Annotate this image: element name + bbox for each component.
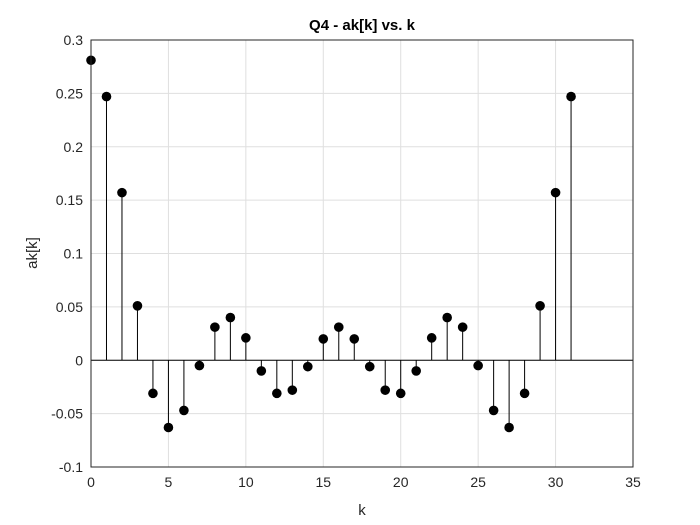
grid	[90, 39, 634, 468]
stem-marker	[194, 360, 205, 371]
stem-marker	[504, 422, 514, 433]
y-tick-label: 0.05	[56, 299, 83, 315]
stem-marker	[426, 333, 437, 343]
x-axis-ticks: 0 5 10 15 20 25 30 35	[87, 474, 641, 490]
y-tick-label: 0.3	[64, 32, 84, 48]
x-tick-label: 5	[165, 474, 173, 490]
x-tick-label: 20	[393, 474, 409, 490]
y-axis-ticks: -0.1 -0.05 0 0.05 0.1 0.15 0.2 0.25 0.3	[51, 32, 83, 475]
stem-marker	[225, 312, 236, 323]
stem-marker	[163, 422, 174, 433]
stem-marker	[380, 385, 391, 395]
stem-marker	[364, 361, 375, 372]
plot-area-frame	[90, 39, 634, 468]
stem-marker	[179, 405, 189, 416]
stem-marker	[272, 388, 282, 399]
y-tick-label: -0.05	[51, 406, 83, 422]
stem-marker	[519, 388, 530, 399]
x-tick-label: 15	[315, 474, 331, 490]
x-tick-label: 35	[625, 474, 641, 490]
stem-marker	[117, 187, 127, 198]
chart-title: Q4 - ak[k] vs. k	[309, 17, 416, 34]
stem-marker	[488, 405, 499, 416]
stem-marker	[411, 366, 422, 376]
stem-marker	[333, 322, 344, 332]
y-tick-label: 0.1	[64, 246, 84, 262]
stem-marker	[132, 301, 143, 311]
stem-marker	[473, 360, 483, 371]
x-axis-label: k	[358, 502, 366, 519]
stem-marker	[241, 333, 251, 343]
stem-marker	[566, 91, 576, 102]
stem-marker	[303, 361, 313, 372]
stem-marker	[535, 301, 545, 311]
stem-marker	[457, 322, 468, 332]
stem-marker	[256, 366, 267, 376]
stem-marker	[442, 312, 452, 323]
stems	[90, 60, 572, 428]
x-tick-label: 10	[238, 474, 254, 490]
x-tick-label: 0	[87, 474, 95, 490]
stem-marker	[349, 334, 360, 344]
x-tick-label: 30	[548, 474, 564, 490]
stem-marker	[318, 334, 329, 344]
y-tick-label: 0.2	[64, 139, 84, 155]
y-tick-label: 0	[75, 352, 83, 368]
stem-marker	[287, 385, 298, 395]
stem-marker	[210, 322, 220, 332]
stem-marker	[148, 388, 158, 399]
y-tick-label: 0.25	[56, 85, 83, 101]
stem-marker	[101, 91, 112, 102]
stem-marker	[550, 187, 561, 198]
y-tick-label: 0.15	[56, 192, 83, 208]
y-tick-label: -0.1	[59, 459, 83, 475]
x-tick-label: 25	[470, 474, 486, 490]
stem-marker	[395, 388, 406, 399]
y-axis-label: ak[k]	[24, 237, 41, 269]
markers	[86, 55, 576, 433]
